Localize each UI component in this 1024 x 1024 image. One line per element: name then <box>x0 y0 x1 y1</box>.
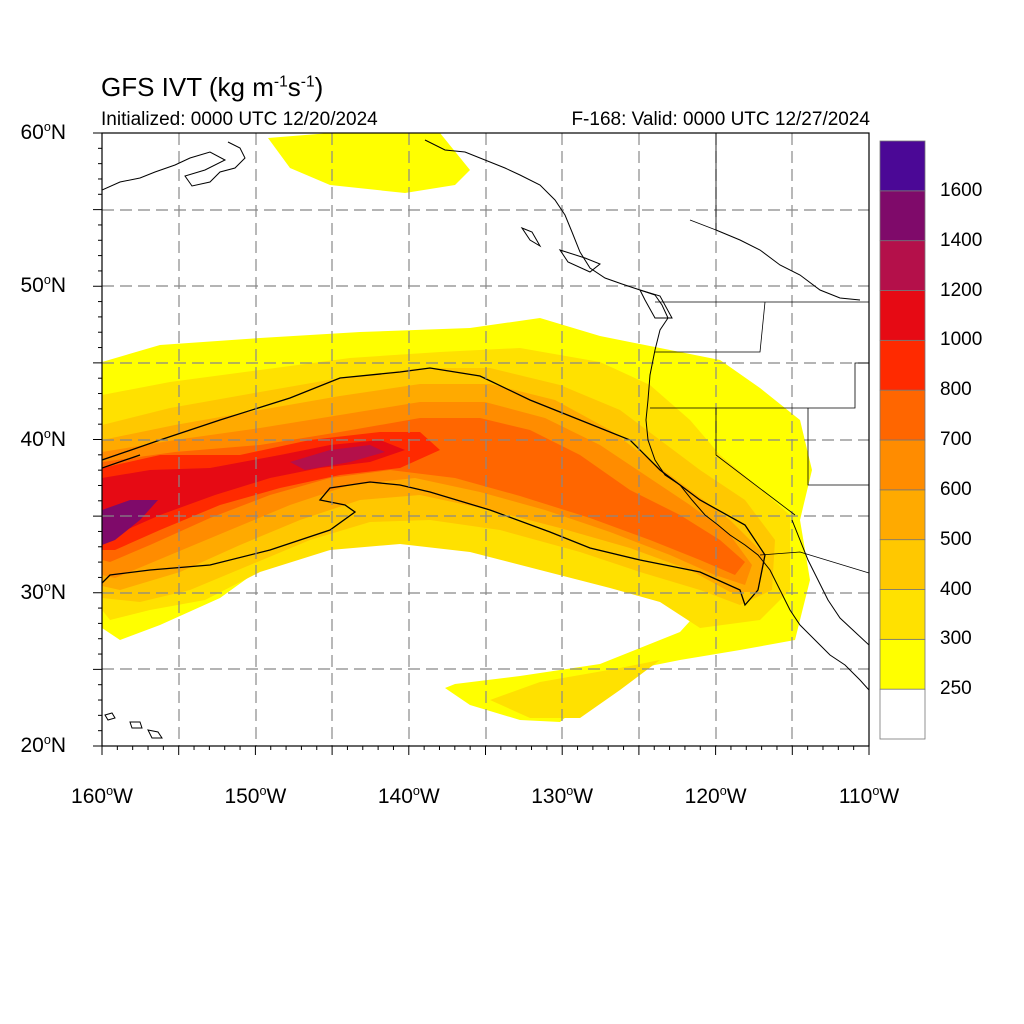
colorbar-swatch-5 <box>879 439 926 491</box>
lat-label-40: 40oN <box>20 426 66 451</box>
colorbar-swatch-11 <box>879 140 926 192</box>
ivt-shade-300-tail <box>490 660 660 718</box>
colorbar-label-1400: 1400 <box>940 229 983 251</box>
border-nv-az <box>807 408 869 486</box>
border-ca-nv <box>715 408 796 516</box>
colorbar-swatch-10 <box>879 190 926 242</box>
border-us-mexico <box>759 551 870 574</box>
colorbar-swatch-2 <box>879 589 926 640</box>
contour-outer <box>102 367 766 607</box>
ivt-shade-1400 <box>102 500 158 545</box>
colorbar-label-1000: 1000 <box>940 329 983 351</box>
lat-label-60: 60oN <box>20 120 66 144</box>
lon-label-110: 110oW <box>838 784 900 808</box>
coast-hawaii <box>104 712 163 739</box>
coastlines <box>102 139 869 739</box>
lon-label-160: 160oW <box>71 784 133 808</box>
valid-time-label: F-168: Valid: 0000 UTC 12/27/2024 <box>571 109 870 130</box>
colorbar-label-800: 800 <box>940 379 972 401</box>
border-id-mt <box>808 362 869 409</box>
colorbar-swatch-1 <box>879 638 926 690</box>
coast-us-west <box>645 317 869 691</box>
lat-lon-grid <box>102 133 869 746</box>
initialized-label: Initialized: 0000 UTC 12/20/2024 <box>101 109 378 130</box>
lon-label-120: 120oW <box>684 784 747 808</box>
colorbar-label-600: 600 <box>940 478 972 500</box>
ivt-shade-1200 <box>290 445 385 470</box>
colorbar-swatch-3 <box>879 539 926 590</box>
colorbar-label-250: 250 <box>940 678 972 700</box>
lat-label-30: 30oN <box>20 579 66 604</box>
colorbar <box>879 140 926 740</box>
axis-ticks <box>93 132 870 755</box>
colorbar-label-1200: 1200 <box>940 279 983 301</box>
lat-label-50: 50oN <box>20 273 66 298</box>
lat-label-20: 20oN <box>20 733 66 757</box>
colorbar-swatch-6 <box>879 389 926 441</box>
colorbar-swatch-7 <box>879 339 926 391</box>
colorbar-swatch-0 <box>879 688 926 740</box>
border-alaska-canada <box>689 133 717 231</box>
border-wa-or <box>655 301 766 353</box>
ivt-contour-lines <box>102 367 766 607</box>
contour-inner-edge <box>102 454 141 469</box>
coast-baja-gulf <box>791 519 869 646</box>
colorbar-swatch-4 <box>879 489 926 541</box>
colorbar-label-500: 500 <box>940 528 972 550</box>
coast-bc-islands <box>520 226 673 319</box>
colorbar-label-700: 700 <box>940 429 972 450</box>
ivt-shade-250-north <box>268 133 470 193</box>
lon-label-130: 130oW <box>531 784 594 808</box>
lon-label-150: 150oW <box>224 784 287 808</box>
colorbar-swatch-8 <box>879 290 926 341</box>
coast-canada-north <box>715 229 861 301</box>
colorbar-label-400: 400 <box>940 578 972 600</box>
ivt-shading <box>102 133 812 722</box>
colorbar-label-1600: 1600 <box>940 179 983 201</box>
political-borders <box>650 133 870 574</box>
colorbar-label-300: 300 <box>940 628 972 650</box>
lon-label-140: 140oW <box>377 784 440 808</box>
map-title: GFS IVT (kg m-1s-1) <box>101 72 324 102</box>
coast-alaska-west <box>102 141 246 191</box>
colorbar-swatch-9 <box>879 240 926 291</box>
